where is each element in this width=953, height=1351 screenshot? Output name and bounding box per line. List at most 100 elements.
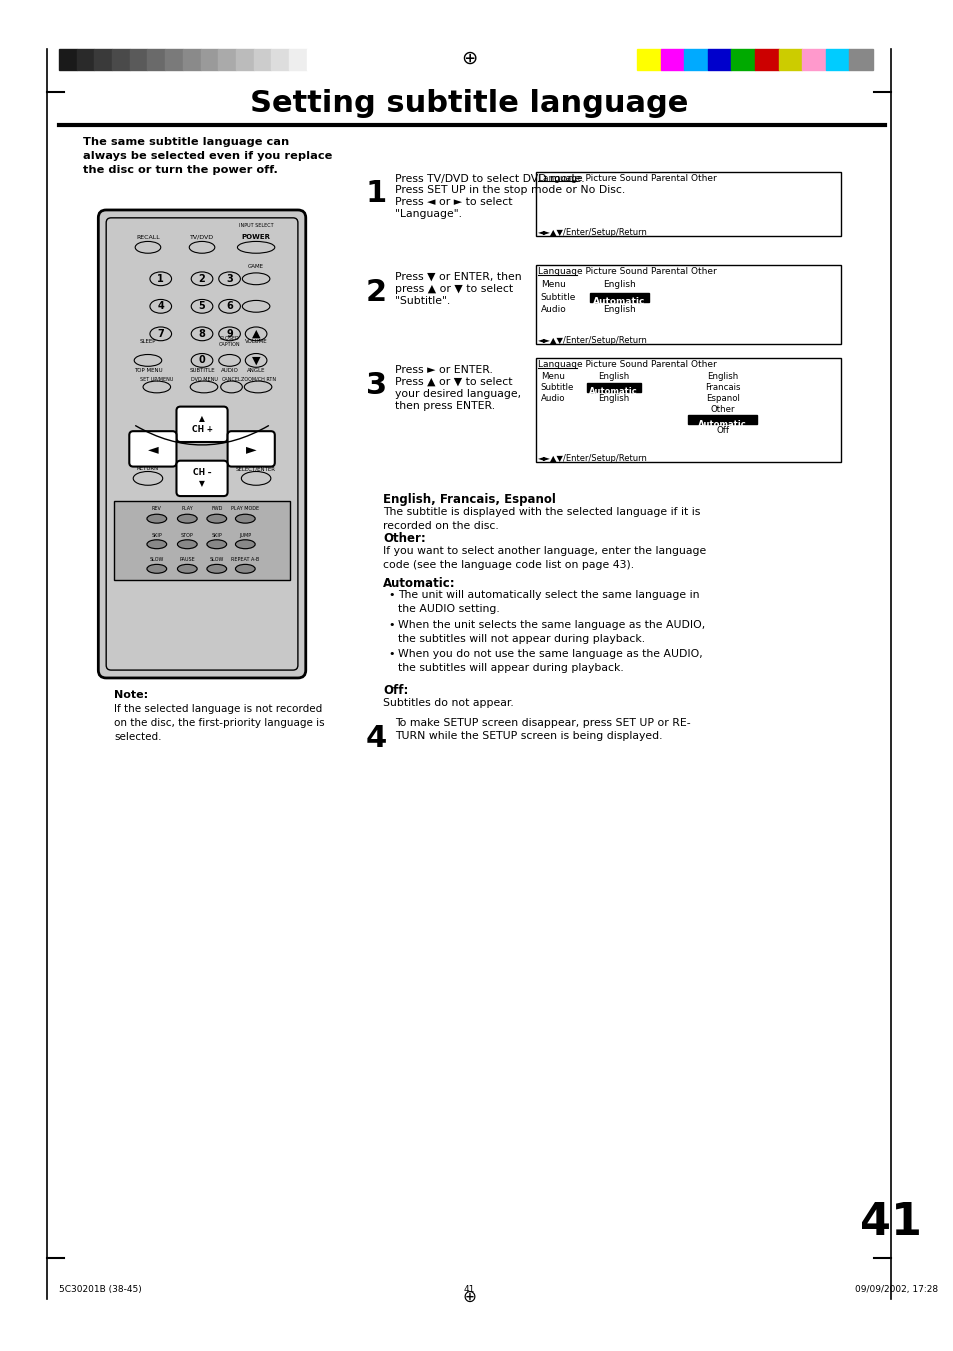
Ellipse shape xyxy=(150,272,172,285)
Bar xyxy=(130,49,148,70)
Text: Espanol: Espanol xyxy=(705,394,739,403)
Text: Press ◄ or ► to select: Press ◄ or ► to select xyxy=(395,197,512,207)
Bar xyxy=(114,501,290,580)
Ellipse shape xyxy=(191,300,213,313)
Ellipse shape xyxy=(150,300,172,313)
Text: 4: 4 xyxy=(365,724,387,753)
Text: JUMP: JUMP xyxy=(239,532,251,538)
Text: SKIP: SKIP xyxy=(152,532,162,538)
Text: FWD: FWD xyxy=(211,507,222,511)
Text: When the unit selects the same language as the AUDIO,
the subtitles will not app: When the unit selects the same language … xyxy=(397,620,704,644)
Ellipse shape xyxy=(237,242,274,253)
Bar xyxy=(754,49,778,70)
Bar xyxy=(253,49,271,70)
Text: Audio: Audio xyxy=(540,394,564,403)
Text: 3: 3 xyxy=(365,372,387,400)
Text: 2: 2 xyxy=(198,274,205,284)
Ellipse shape xyxy=(218,327,240,340)
Text: 41: 41 xyxy=(860,1201,922,1244)
Bar xyxy=(59,49,76,70)
Bar xyxy=(165,49,183,70)
Text: Off:: Off: xyxy=(383,684,409,697)
Text: ▼: ▼ xyxy=(252,355,260,365)
Text: Subtitles do not appear.: Subtitles do not appear. xyxy=(383,697,514,708)
Ellipse shape xyxy=(220,381,242,393)
FancyBboxPatch shape xyxy=(176,461,228,496)
Text: 9: 9 xyxy=(226,328,233,339)
Ellipse shape xyxy=(218,272,240,285)
Text: 41: 41 xyxy=(463,1285,475,1293)
Bar xyxy=(637,49,660,70)
Text: Language Picture Sound Parental Other: Language Picture Sound Parental Other xyxy=(537,173,716,182)
Text: ⊕: ⊕ xyxy=(460,49,476,68)
Ellipse shape xyxy=(189,242,214,253)
Ellipse shape xyxy=(245,327,267,340)
Text: INPUT SELECT: INPUT SELECT xyxy=(238,223,274,228)
Text: "Language".: "Language". xyxy=(395,209,462,219)
Ellipse shape xyxy=(245,354,267,367)
Ellipse shape xyxy=(135,242,160,253)
Ellipse shape xyxy=(147,515,167,523)
Ellipse shape xyxy=(147,565,167,573)
Text: The same subtitle language can
always be selected even if you replace
the disc o: The same subtitle language can always be… xyxy=(83,138,332,176)
Ellipse shape xyxy=(191,272,213,285)
Ellipse shape xyxy=(235,515,254,523)
Ellipse shape xyxy=(207,515,227,523)
Text: If the selected language is not recorded
on the disc, the first-priority languag: If the selected language is not recorded… xyxy=(114,704,324,742)
Text: English: English xyxy=(598,394,628,403)
Text: your desired language,: your desired language, xyxy=(395,389,520,399)
Text: To make SETUP screen disappear, press SET UP or RE-: To make SETUP screen disappear, press SE… xyxy=(395,719,690,728)
Text: 2: 2 xyxy=(365,278,387,307)
Text: Off: Off xyxy=(716,427,728,435)
Text: ▲
CH +: ▲ CH + xyxy=(192,415,213,435)
Text: TV/DVD: TV/DVD xyxy=(190,235,213,240)
Bar xyxy=(112,49,130,70)
Text: SUBTITLE: SUBTITLE xyxy=(189,367,214,373)
Ellipse shape xyxy=(191,354,213,367)
Text: RECALL: RECALL xyxy=(136,235,160,240)
Text: ZOOM/CH RTN: ZOOM/CH RTN xyxy=(240,377,275,381)
Text: •: • xyxy=(388,620,395,630)
Text: Francais: Francais xyxy=(704,382,740,392)
Text: AUDIO: AUDIO xyxy=(220,367,238,373)
Text: Subtitle: Subtitle xyxy=(540,293,576,301)
Text: ANGLE: ANGLE xyxy=(247,367,265,373)
Text: PLAY MODE: PLAY MODE xyxy=(231,507,259,511)
Text: Automatic: Automatic xyxy=(698,420,746,428)
Text: TOP MENU: TOP MENU xyxy=(133,367,162,373)
Ellipse shape xyxy=(191,327,213,340)
Bar xyxy=(660,49,683,70)
Bar xyxy=(271,49,289,70)
Text: English: English xyxy=(602,305,635,315)
Text: Other: Other xyxy=(710,405,734,413)
Ellipse shape xyxy=(207,565,227,573)
Text: 5: 5 xyxy=(198,301,205,311)
Text: ▲: ▲ xyxy=(252,328,260,339)
Text: CH –
▼: CH – ▼ xyxy=(193,469,211,489)
Text: When you do not use the same language as the AUDIO,
the subtitles will appear du: When you do not use the same language as… xyxy=(397,650,702,673)
Text: DVD MENU: DVD MENU xyxy=(191,377,217,381)
Bar xyxy=(848,49,872,70)
Text: 8: 8 xyxy=(198,328,205,339)
Bar xyxy=(218,49,235,70)
Ellipse shape xyxy=(143,381,171,393)
Bar xyxy=(586,382,640,392)
Text: TURN while the SETUP screen is being displayed.: TURN while the SETUP screen is being dis… xyxy=(395,731,662,742)
Ellipse shape xyxy=(218,300,240,313)
Ellipse shape xyxy=(177,515,197,523)
Text: press ▲ or ▼ to select: press ▲ or ▼ to select xyxy=(395,284,513,293)
Text: POWER: POWER xyxy=(241,235,271,240)
Text: Subtitle: Subtitle xyxy=(540,382,574,392)
Text: 0: 0 xyxy=(198,355,205,365)
Text: ◄►▲▼/Enter/Setup/Return: ◄►▲▼/Enter/Setup/Return xyxy=(537,454,647,463)
Text: SET UP/MENU: SET UP/MENU xyxy=(140,377,173,381)
Text: 1: 1 xyxy=(157,274,164,284)
Text: SLEEP: SLEEP xyxy=(139,339,156,345)
Text: SKIP: SKIP xyxy=(212,532,222,538)
Ellipse shape xyxy=(190,381,217,393)
Bar xyxy=(707,49,731,70)
Text: GAME: GAME xyxy=(248,265,264,269)
Text: 6: 6 xyxy=(226,301,233,311)
Text: 09/09/2002, 17:28: 09/09/2002, 17:28 xyxy=(855,1285,938,1293)
Bar xyxy=(235,49,253,70)
